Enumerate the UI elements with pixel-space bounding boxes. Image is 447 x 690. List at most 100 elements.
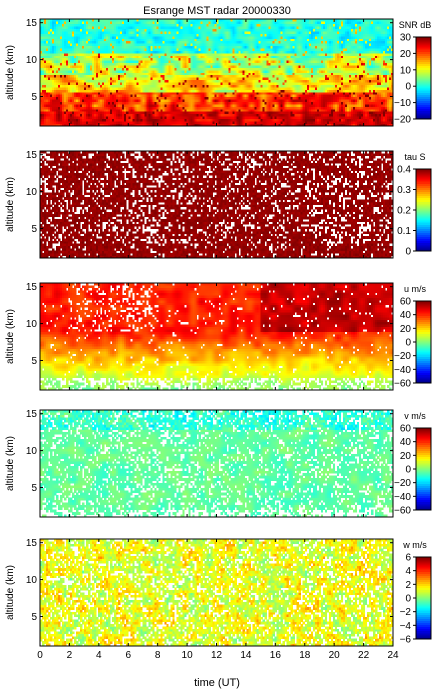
heatmap-cell: [140, 111, 142, 114]
heatmap-cell: [259, 70, 261, 73]
heatmap-cell: [110, 119, 112, 122]
heatmap-cell: [178, 60, 180, 63]
heatmap-cell: [259, 55, 261, 58]
heatmap-cell: [96, 94, 98, 97]
heatmap-cell: [76, 109, 78, 112]
heatmap-cell: [172, 55, 174, 58]
heatmap-cell: [214, 75, 216, 78]
heatmap-cell: [122, 26, 124, 29]
heatmap-cell: [130, 90, 132, 93]
heatmap-cell: [88, 38, 90, 41]
heatmap-cell: [102, 55, 104, 58]
heatmap-cell: [56, 80, 58, 83]
heatmap-cell: [231, 102, 233, 105]
heatmap-cell: [52, 97, 54, 100]
heatmap-cell: [130, 48, 132, 51]
heatmap-cell: [233, 36, 235, 39]
heatmap-cell: [124, 73, 126, 76]
heatmap-cell: [225, 46, 227, 49]
heatmap-cell: [142, 26, 144, 29]
heatmap-cell: [206, 55, 208, 58]
heatmap-cell: [170, 99, 172, 102]
heatmap-cell: [158, 68, 160, 71]
heatmap-cell: [120, 38, 122, 41]
heatmap-cell: [108, 109, 110, 112]
heatmap-cell: [190, 55, 192, 58]
heatmap-cell: [62, 55, 64, 58]
heatmap-cell: [267, 75, 269, 78]
heatmap-cell: [170, 82, 172, 85]
heatmap-cell: [166, 26, 168, 29]
heatmap-cell: [251, 73, 253, 76]
heatmap-cell: [132, 99, 134, 102]
heatmap-cell: [138, 46, 140, 49]
heatmap-cell: [90, 85, 92, 88]
heatmap-cell: [118, 85, 120, 88]
heatmap-cell: [176, 90, 178, 93]
heatmap-cell: [144, 121, 146, 124]
heatmap-cell: [122, 65, 124, 68]
heatmap-cell: [208, 104, 210, 107]
heatmap-cell: [194, 104, 196, 107]
heatmap-cell: [96, 121, 98, 124]
heatmap-cell: [170, 116, 172, 119]
heatmap-cell: [118, 90, 120, 93]
heatmap-cell: [198, 92, 200, 95]
heatmap-cell: [255, 80, 257, 83]
heatmap-cell: [200, 21, 202, 24]
heatmap-cell: [206, 107, 208, 110]
heatmap-cell: [168, 31, 170, 34]
heatmap-cell: [166, 58, 168, 61]
heatmap-cell: [210, 34, 212, 37]
heatmap-cell: [140, 24, 142, 27]
heatmap-cell: [84, 55, 86, 58]
heatmap-cell: [126, 51, 128, 54]
heatmap-cell: [48, 41, 50, 44]
heatmap-cell: [146, 31, 148, 34]
heatmap-cell: [56, 116, 58, 119]
heatmap-cell: [223, 99, 225, 102]
heatmap-cell: [180, 99, 182, 102]
heatmap-cell: [158, 31, 160, 34]
heatmap-cell: [212, 41, 214, 44]
heatmap-cell: [237, 85, 239, 88]
heatmap-cell: [217, 63, 219, 66]
heatmap-cell: [64, 63, 66, 66]
heatmap-cell: [102, 48, 104, 51]
heatmap-cell: [110, 82, 112, 85]
heatmap-cell: [54, 38, 56, 41]
heatmap-cell: [108, 94, 110, 97]
heatmap-cell: [54, 21, 56, 24]
heatmap-cell: [243, 82, 245, 85]
heatmap-cell: [253, 43, 255, 46]
heatmap-cell: [229, 82, 231, 85]
heatmap-cell: [80, 97, 82, 100]
heatmap-cell: [138, 68, 140, 71]
heatmap-cell: [148, 70, 150, 73]
heatmap-cell: [80, 55, 82, 58]
heatmap-cell: [156, 119, 158, 122]
heatmap-cell: [150, 68, 152, 71]
heatmap-cell: [188, 58, 190, 61]
heatmap-cell: [42, 51, 44, 54]
heatmap-cell: [247, 111, 249, 114]
heatmap-cell: [206, 111, 208, 114]
heatmap-cell: [206, 26, 208, 29]
heatmap-cell: [170, 46, 172, 49]
heatmap-cell: [62, 73, 64, 76]
heatmap-cell: [66, 102, 68, 105]
heatmap-cell: [162, 116, 164, 119]
heatmap-cell: [60, 53, 62, 56]
heatmap-cell: [128, 90, 130, 93]
heatmap-cell: [233, 73, 235, 76]
heatmap-cell: [214, 82, 216, 85]
heatmap-cell: [44, 36, 46, 39]
heatmap-cell: [206, 109, 208, 112]
heatmap-cell: [74, 85, 76, 88]
heatmap-cell: [164, 77, 166, 80]
heatmap-cell: [243, 55, 245, 58]
heatmap-cell: [136, 53, 138, 56]
heatmap-cell: [202, 97, 204, 100]
heatmap-cell: [66, 55, 68, 58]
heatmap-cell: [229, 99, 231, 102]
